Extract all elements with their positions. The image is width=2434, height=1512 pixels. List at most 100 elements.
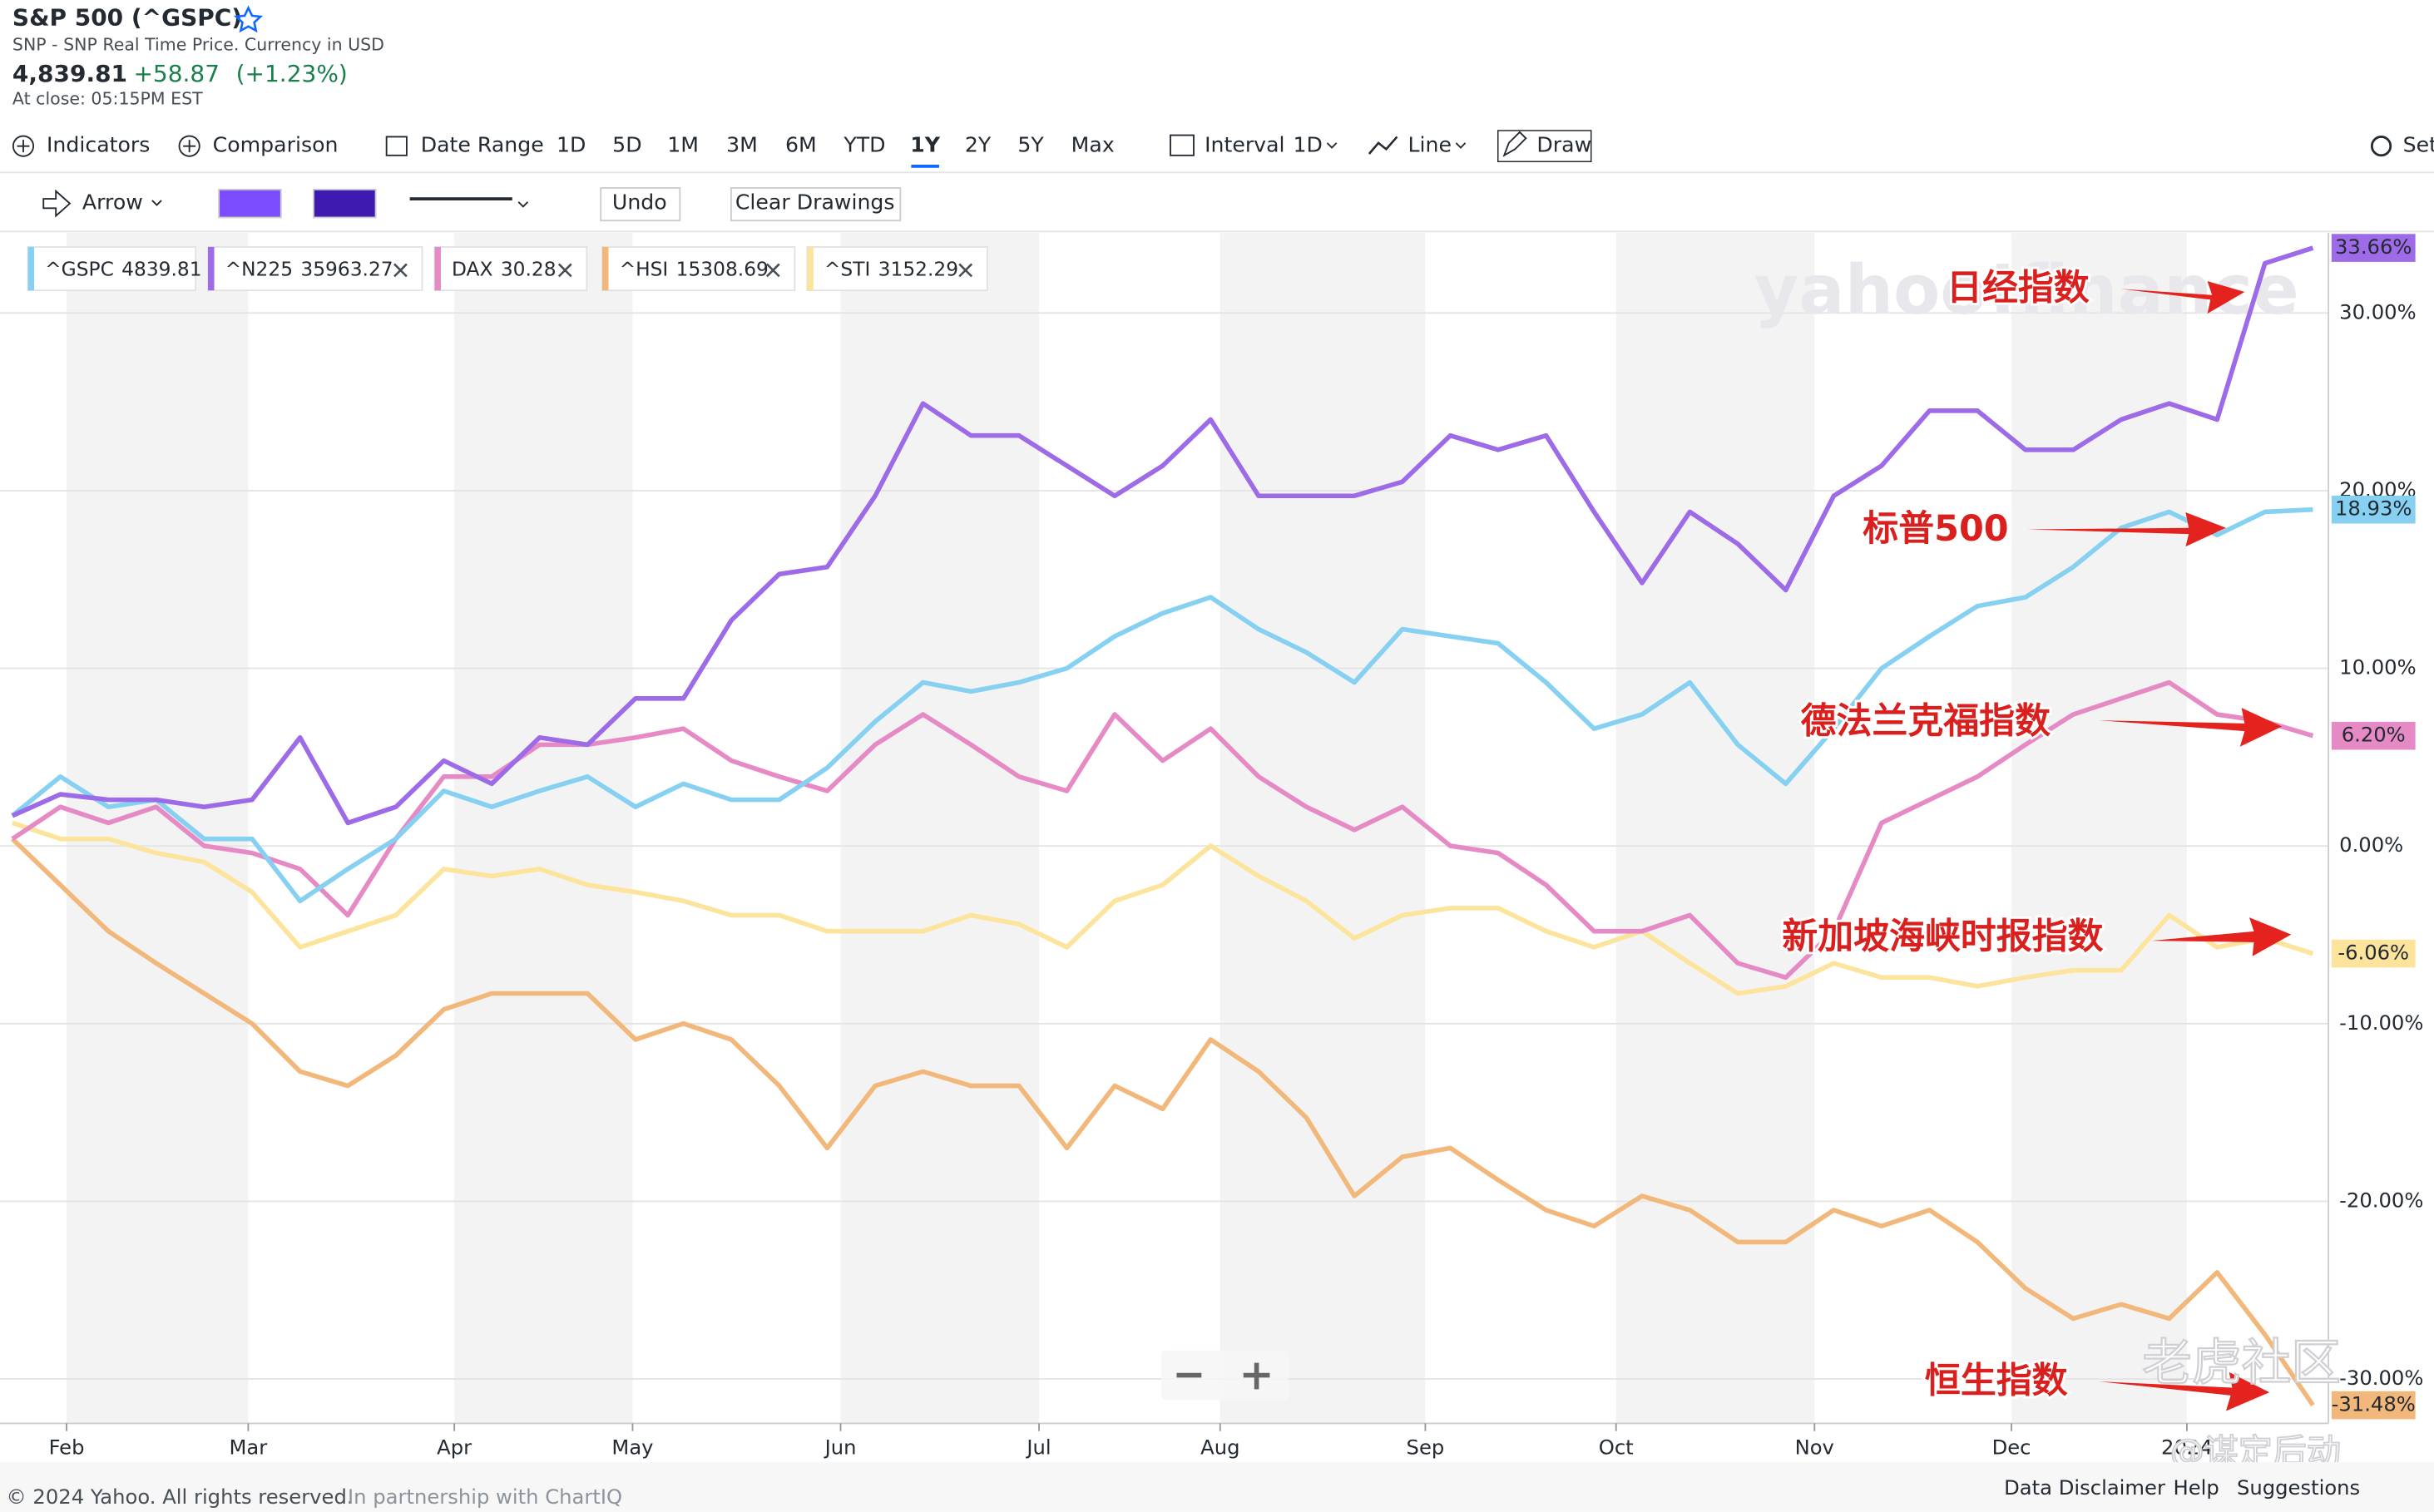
annotation: 德法兰克福指数 — [1801, 700, 2051, 742]
legend-value: 4839.81 — [121, 258, 201, 280]
x-tick-label: Apr — [437, 1435, 472, 1459]
series-line — [11, 506, 2313, 904]
arrow — [2098, 1371, 2270, 1411]
footer-bar — [0, 1462, 2434, 1512]
annotation: 恒生指数 — [1925, 1360, 2068, 1401]
legend-chip[interactable] — [207, 245, 423, 292]
range-button[interactable]: YTD — [843, 133, 885, 157]
icon — [1368, 136, 1398, 155]
legend-swatch — [434, 246, 441, 291]
watermark: yahoo!finance — [1754, 251, 2299, 330]
legend-chip[interactable] — [27, 245, 197, 292]
month-band — [840, 233, 1040, 1424]
month-band — [67, 233, 249, 1424]
undo-frame[interactable] — [600, 187, 681, 222]
icon — [1455, 142, 1467, 149]
end-label: -31.48% — [2332, 1392, 2416, 1416]
chart-type-button[interactable]: Line — [1408, 133, 1452, 157]
chart: 30.00%20.00%10.00%0.00%-10.00%-20.00%-30… — [0, 233, 2423, 1459]
interval-value[interactable]: 1D — [1293, 133, 1322, 157]
icon — [517, 201, 529, 208]
quote-change: +58.87 — [133, 60, 220, 87]
x-tick-label: Dec — [1992, 1435, 2031, 1459]
icon — [2370, 136, 2392, 157]
arrow — [2120, 280, 2245, 314]
icon — [1326, 142, 1338, 149]
legend-chip[interactable] — [601, 245, 796, 292]
end-label-box — [2331, 234, 2416, 262]
month-band — [1219, 233, 1426, 1424]
legend-remove[interactable] — [958, 263, 973, 278]
clear-frame[interactable] — [730, 187, 902, 222]
range-button[interactable]: 1Y — [910, 133, 941, 157]
annotation: 标普500 — [1863, 508, 2008, 550]
range-button[interactable]: 5Y — [1017, 133, 1044, 157]
range-button[interactable]: 6M — [785, 133, 817, 157]
draw-button[interactable]: Draw — [1536, 133, 1591, 157]
close-time: At close: 05:15PM EST — [12, 89, 203, 109]
month-band — [2011, 233, 2187, 1424]
clear-button[interactable]: Clear Drawings — [735, 190, 895, 215]
range-button[interactable]: 2Y — [965, 133, 992, 157]
legend-name: ^STI — [824, 258, 870, 280]
x-tick-label: Jun — [824, 1435, 857, 1459]
legend-remove[interactable] — [557, 263, 572, 278]
fill-color-swatch[interactable] — [218, 188, 282, 219]
interval-button[interactable]: Interval — [1205, 133, 1284, 157]
quote-title: S&P 500 (^GSPC) — [12, 4, 242, 32]
legend-remove[interactable] — [393, 263, 408, 278]
draw-toolbar: Arrow Undo Clear Drawings — [0, 187, 2434, 233]
range-button[interactable]: Max — [1071, 133, 1115, 157]
quote-price: 4,839.81 — [12, 60, 127, 87]
y-tick-label: 30.00% — [2339, 299, 2416, 324]
range-button[interactable]: 3M — [726, 133, 758, 157]
zoom-in[interactable] — [1243, 1362, 1270, 1390]
icon — [1170, 134, 1195, 156]
range-button[interactable]: 1D — [557, 133, 586, 157]
date-range-button[interactable]: Date Range — [421, 133, 544, 157]
toolbar: Indicators Comparison Date Range 1D 5D 1M 3… — [0, 130, 2434, 174]
series-line — [10, 837, 2315, 1407]
series-line — [11, 245, 2314, 826]
x-tick-label: Feb — [49, 1435, 85, 1459]
draw-tool[interactable]: Arrow — [82, 190, 143, 215]
legend-swatch — [27, 246, 35, 291]
legend-chip[interactable] — [433, 245, 588, 292]
end-label: 33.66% — [2335, 235, 2412, 259]
end-label: 18.93% — [2335, 497, 2412, 521]
range-button[interactable]: 1M — [667, 133, 699, 157]
end-label: 6.20% — [2342, 723, 2406, 747]
legend-remove[interactable] — [765, 263, 780, 278]
annotations: 日经指数 标普500 德法兰克福指数 新加坡海峡时报指数 恒生指数 — [1779, 265, 2292, 1411]
draw-button-frame[interactable] — [1497, 130, 1592, 163]
undo-button[interactable]: Undo — [612, 190, 667, 215]
month-band — [454, 233, 633, 1424]
legend-swatch — [602, 246, 609, 291]
arrow — [2098, 708, 2283, 747]
legend: ^GSPC 4839.81 ^N225 35963.27 DAX 30.28 ^HSI 153… — [27, 245, 988, 292]
annotation: 日经指数 — [1947, 268, 2090, 309]
icon — [1502, 131, 1527, 157]
legend-value: 15308.69 — [676, 258, 769, 280]
month-band — [1615, 233, 1815, 1424]
copyright: © 2024 Yahoo. All rights reserved. — [6, 1485, 353, 1509]
footer-link[interactable]: Data Disclaimer — [2004, 1475, 2165, 1500]
indicators-button[interactable]: Indicators — [47, 133, 150, 157]
legend-value: 30.28 — [501, 258, 557, 280]
footer-link[interactable]: Help — [2174, 1475, 2219, 1500]
footer-link[interactable]: Suggestions — [2237, 1475, 2360, 1500]
community-watermark: 老虎社区 — [2142, 1335, 2341, 1392]
end-label-box — [2331, 495, 2416, 524]
legend-name: ^GSPC — [45, 258, 114, 280]
end-label-box — [2331, 939, 2416, 968]
line-color-swatch[interactable] — [313, 188, 377, 219]
watch-star[interactable] — [234, 5, 264, 33]
comparison-button[interactable]: Comparison — [213, 133, 339, 157]
range-button[interactable]: 5D — [612, 133, 641, 157]
settings-button[interactable]: Set — [2403, 133, 2434, 157]
end-label-box — [2331, 1391, 2416, 1420]
icon — [42, 189, 72, 218]
annotation: 新加坡海峡时报指数 — [1782, 917, 2103, 958]
x-tick-label: Sep — [1407, 1435, 1445, 1459]
end-labels: 18.93% 33.66% 6.20% -31.48% -6.06% — [2331, 234, 2416, 1420]
